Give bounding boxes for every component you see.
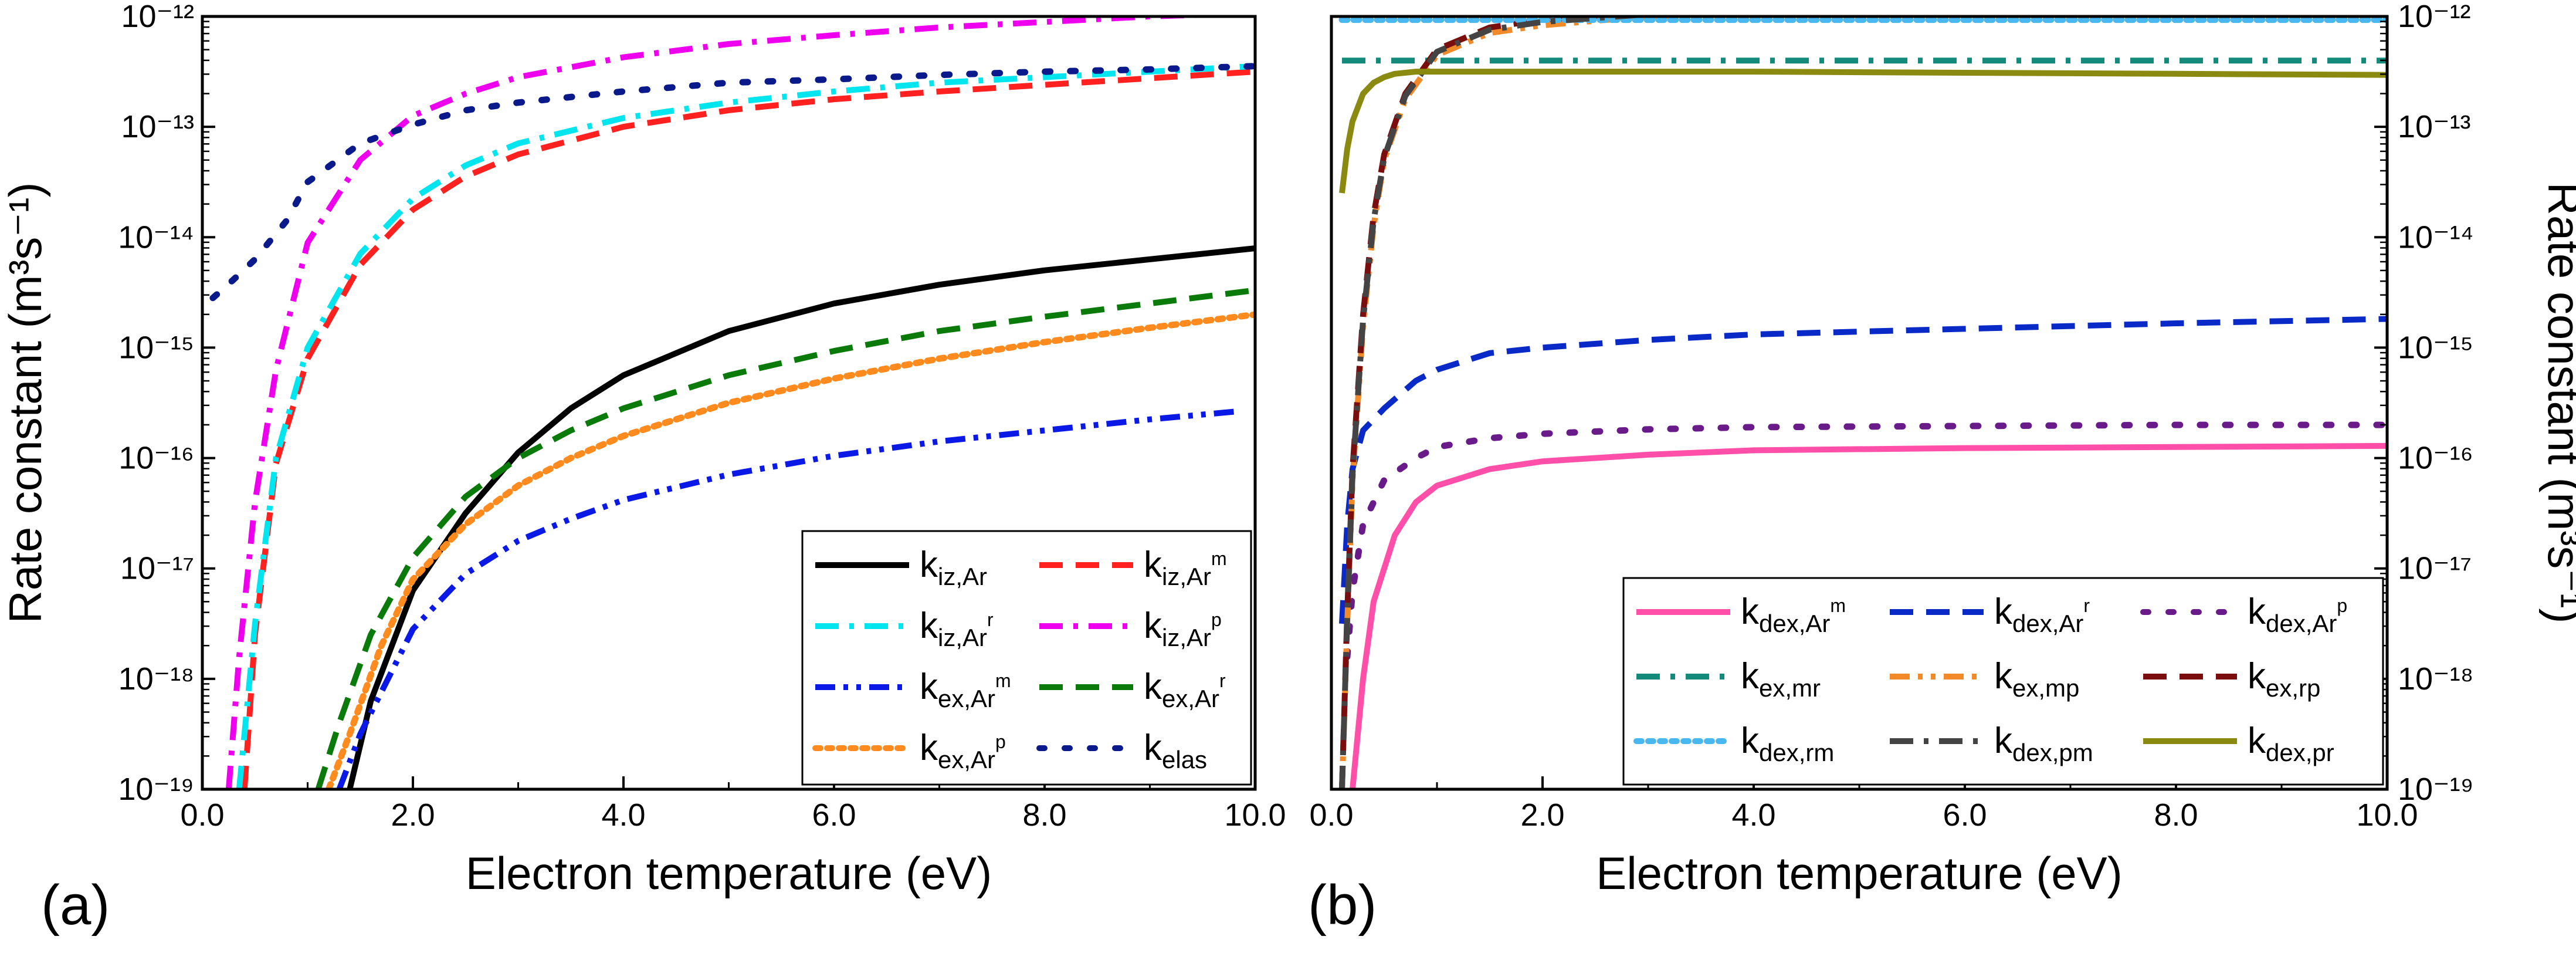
- y-tick-label: 10⁻¹⁹: [2398, 772, 2474, 807]
- y-axis-title: Rate constant (m³s⁻¹): [2538, 182, 2576, 623]
- series-group: [1338, 16, 2387, 789]
- x-tick-label: 4.0: [601, 797, 645, 833]
- series-line-0-2: [236, 63, 1255, 789]
- panel-label: (a): [41, 874, 110, 937]
- panel-b-chart: 0.0 2.0 4.0 6.0 8.0 10.010⁻¹⁹ 10⁻¹⁸ 10⁻¹⁷ 10⁻¹⁶ 1…: [1308, 0, 2576, 937]
- series-line-0-0: [347, 245, 1255, 789]
- legend-label: kiz,Arm: [1144, 545, 1227, 590]
- x-tick-label: 6.0: [1943, 797, 1987, 833]
- y-tick-label: 10⁻¹⁷: [120, 551, 194, 586]
- series-line-1-0: [1350, 442, 2387, 789]
- y-tick-label: 10⁻¹⁶: [2398, 441, 2473, 476]
- x-axis-title: Electron temperature (eV): [1596, 847, 2122, 899]
- x-tick-label: 6.0: [812, 797, 856, 833]
- x-tick-label: 10.0: [1224, 797, 1286, 833]
- legend-label: kex,Arp: [920, 728, 1006, 773]
- y-tick-label: 10⁻¹⁸: [2398, 661, 2473, 697]
- y-tick-label: 10⁻¹⁶: [118, 441, 194, 476]
- series-group: [209, 16, 1255, 789]
- y-tick-label: 10⁻¹³: [2398, 109, 2471, 144]
- y-tick-label: 10⁻¹⁷: [2398, 551, 2472, 586]
- legend-label: kdex,pr: [2248, 721, 2334, 766]
- series-line-1-5: [1339, 16, 1628, 789]
- y-tick-label: 10⁻¹⁴: [118, 219, 194, 255]
- legend: kdex,Arm kdex,Arr kdex,Arp kex,mr kex,mp kex,…: [1622, 577, 2384, 786]
- panel-label: (b): [1308, 874, 1377, 937]
- legend-label: kex,Arm: [920, 667, 1011, 712]
- y-tick-label: 10⁻¹⁹: [118, 772, 194, 807]
- panel-a-chart: 0.0 2.0 4.0 6.0 8.0 10.0 10⁻¹⁹ 10⁻¹⁸ 10⁻¹⁷ 10⁻¹⁶ 1…: [0, 0, 1286, 937]
- series-line-0-5: [315, 287, 1255, 789]
- y-tick-label: 10⁻¹⁸: [118, 661, 194, 697]
- y-tick-label: 10⁻¹⁴: [2398, 219, 2474, 255]
- legend-label: kex,Arr: [1144, 667, 1226, 712]
- legend-label: kiz,Ar: [920, 545, 987, 590]
- series-line-0-4: [336, 408, 1235, 789]
- legend-box: [1622, 577, 2384, 786]
- legend-label: kex,rp: [2248, 656, 2320, 702]
- x-axis-title: Electron temperature (eV): [466, 847, 992, 899]
- y-tick-label: 10⁻¹⁵: [118, 330, 194, 365]
- series-line-0-6: [325, 311, 1255, 789]
- x-tick-label: 8.0: [2154, 797, 2198, 833]
- series-line-1-2: [1344, 421, 2387, 660]
- y-tick-label: 10⁻¹³: [121, 109, 194, 144]
- x-tick-label: 2.0: [391, 797, 435, 833]
- legend: kiz,Ar kiz,Arm kiz,Arr kiz,Arp kex,Arm kex,Ar…: [801, 530, 1252, 786]
- series-line-1-8: [1339, 69, 2387, 194]
- x-tick-label: 4.0: [1731, 797, 1775, 833]
- legend-label: kdex,Arm: [1741, 591, 1846, 637]
- legend-label: kdex,rm: [1741, 721, 1834, 766]
- x-tick-label: 8.0: [1022, 797, 1066, 833]
- x-tick-label: 2.0: [1520, 797, 1564, 833]
- y-tick-label: 10⁻¹²: [2398, 0, 2471, 34]
- series-line-1-7: [1339, 16, 1671, 789]
- y-axis-title: Rate constant (m³s⁻¹): [0, 182, 51, 623]
- legend-label: kelas: [1144, 728, 1207, 773]
- legend-label: kdex,Arp: [2248, 591, 2347, 637]
- legend-label: kex,mp: [1994, 656, 2079, 702]
- x-tick-label: 0.0: [180, 797, 224, 833]
- series-line-0-7: [209, 63, 1255, 302]
- legend-box: [801, 530, 1252, 786]
- legend-label: kiz,Arp: [1144, 606, 1222, 651]
- y-tick-label: 10⁻¹²: [121, 0, 194, 34]
- series-line-0-3: [225, 16, 1244, 789]
- x-tick-label: 10.0: [2356, 797, 2418, 833]
- y-tick-label: 10⁻¹⁵: [2398, 330, 2473, 365]
- legend-label: kdex,Arr: [1994, 591, 2090, 637]
- legend-label: kiz,Arr: [920, 606, 994, 651]
- x-tick-label: 0.0: [1309, 797, 1353, 833]
- legend-label: kex,mr: [1741, 656, 1821, 702]
- legend-label: kdex,pm: [1994, 721, 2093, 766]
